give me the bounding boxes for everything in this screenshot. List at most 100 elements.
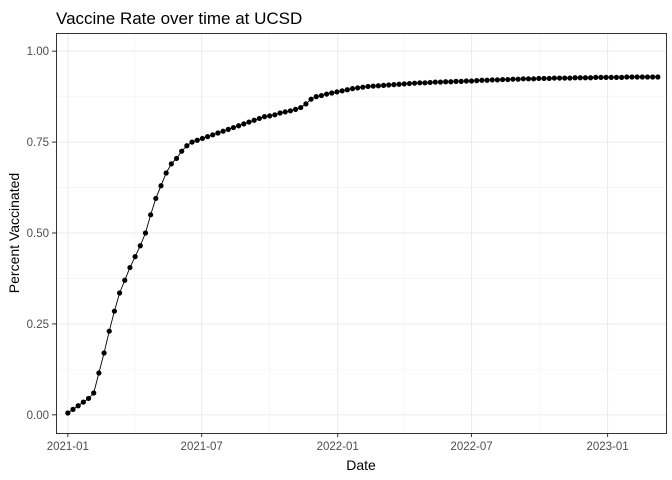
y-axis-title: Percent Vaccinated (6, 173, 22, 293)
y-tick-label: 0.50 (27, 228, 49, 240)
data-point (349, 86, 356, 92)
data-point (531, 76, 537, 82)
data-point (256, 115, 262, 122)
series-group (65, 74, 661, 416)
data-point (613, 74, 620, 80)
data-point (603, 74, 609, 80)
data-point (370, 83, 376, 89)
y-tick-label: 0.25 (27, 319, 49, 331)
data-point (339, 88, 345, 94)
data-point (272, 112, 278, 118)
data-point (153, 195, 159, 202)
data-point (137, 243, 143, 249)
y-tick-label: 0.00 (27, 410, 49, 422)
data-point (334, 89, 340, 95)
data-point (417, 80, 423, 86)
x-tick-label: 2023-01 (586, 441, 628, 453)
data-point (577, 75, 583, 81)
data-point (194, 137, 200, 143)
data-point (468, 78, 475, 84)
data-point (308, 96, 314, 102)
data-point (277, 110, 283, 116)
data-point (204, 134, 211, 140)
data-point (639, 74, 645, 80)
data-point (432, 79, 438, 85)
data-point (360, 84, 366, 90)
data-point (91, 390, 97, 396)
data-point (80, 399, 86, 405)
data-point (210, 132, 216, 138)
data-point (536, 75, 542, 82)
data-point (251, 117, 257, 123)
data-point (189, 139, 195, 145)
data-point (655, 74, 661, 80)
data-point (85, 395, 92, 402)
data-point (644, 74, 651, 80)
data-point (122, 277, 128, 283)
panel-border (56, 33, 667, 434)
data-point (75, 403, 81, 409)
data-point (499, 76, 506, 83)
data-point (173, 155, 180, 162)
data-point (111, 308, 118, 314)
chart-title: Vaccine Rate over time at UCSD (56, 9, 302, 28)
data-point (375, 83, 381, 89)
data-point (629, 74, 635, 80)
data-point (184, 143, 190, 149)
data-point (215, 130, 221, 136)
data-point (148, 212, 154, 218)
data-point (158, 183, 164, 189)
data-point (650, 74, 656, 80)
data-point (572, 75, 578, 81)
data-point (437, 79, 444, 85)
data-point (515, 76, 521, 82)
data-point (70, 406, 76, 412)
data-point (484, 77, 490, 83)
data-point (246, 119, 252, 125)
data-point (427, 79, 433, 86)
data-point (401, 81, 407, 87)
data-point (96, 370, 102, 376)
data-point (132, 254, 138, 260)
data-point (525, 76, 532, 82)
data-point (562, 75, 568, 81)
data-point (510, 76, 516, 82)
data-point (225, 126, 231, 132)
x-tick-label: 2022-01 (317, 441, 359, 453)
data-point (505, 76, 511, 83)
data-point (412, 80, 418, 86)
x-tick-label: 2021-07 (181, 441, 223, 453)
data-point (624, 74, 630, 80)
data-point (520, 76, 526, 82)
data-point (101, 350, 107, 356)
data-point (116, 290, 123, 296)
data-point (458, 78, 464, 84)
data-point (287, 108, 293, 114)
data-point (179, 148, 185, 154)
data-point (106, 328, 112, 334)
data-point (443, 79, 449, 85)
data-point (142, 230, 149, 236)
axes-group: 0.00 0.25 0.50 0.75 1.00 2021-01 2021-07 2022-0… (27, 46, 629, 453)
data-point (267, 113, 273, 119)
data-point (163, 170, 169, 176)
data-point (318, 92, 325, 99)
x-tick-label: 2021-01 (47, 441, 89, 453)
data-point (329, 90, 335, 96)
data-point (391, 82, 397, 88)
x-tick-label: 2022-07 (450, 441, 492, 453)
data-point (292, 106, 299, 112)
data-point (236, 123, 242, 129)
data-point (541, 75, 547, 82)
data-point (406, 80, 413, 87)
data-point (220, 128, 226, 134)
data-point (168, 161, 174, 167)
grid-lines (56, 33, 666, 433)
data-point (355, 85, 361, 91)
data-point (479, 77, 485, 83)
data-point (324, 91, 330, 97)
data-point (474, 78, 480, 84)
data-point (230, 124, 237, 131)
y-tick-label: 0.75 (27, 137, 49, 149)
